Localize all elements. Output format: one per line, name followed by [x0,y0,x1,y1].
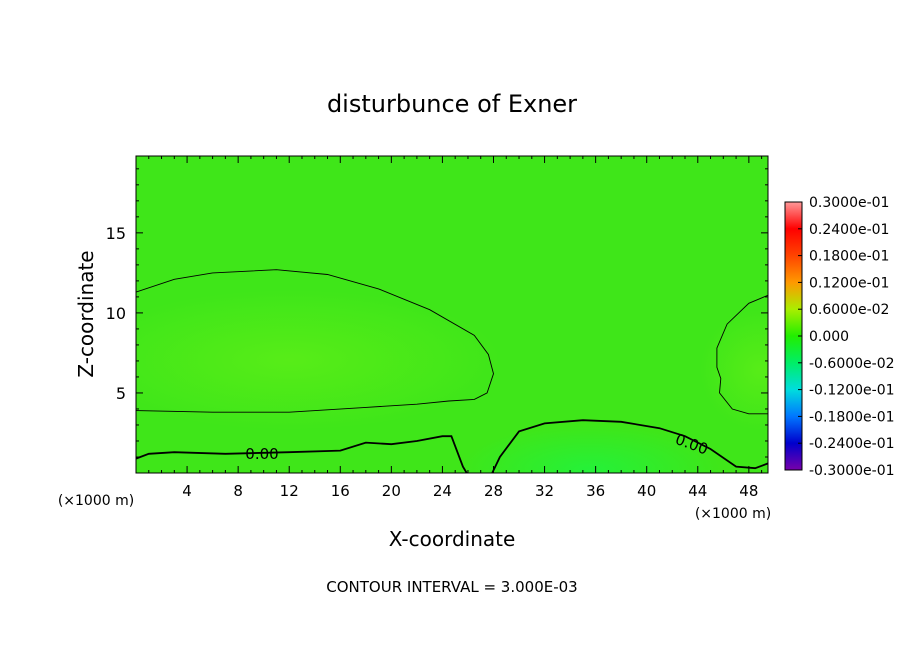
zero-contour-upper-left [136,269,494,413]
field-lobe-bottom [460,425,720,473]
zero-contour-right [716,294,768,415]
plot-frame [135,155,769,474]
colorbar-label: -0.2400e-01 [809,436,895,452]
colorbar-label: 0.6000e-02 [809,302,889,318]
contour-label-left: 0.00 [245,445,278,463]
x-tick-label: 36 [586,482,605,500]
chart-title: disturbunce of Exner [327,90,577,118]
colorbar-label: 0.1800e-01 [809,249,889,265]
x-tick-label: 16 [331,482,350,500]
zero-contour-bottom-middle [491,419,768,473]
y-axis-label: Z-coordinate [74,250,98,377]
x-tick-label: 32 [535,482,554,500]
contour-group [136,269,768,473]
x-tick-label: 8 [233,482,243,500]
colorbar-label: -0.1200e-01 [809,383,895,399]
colorbar-label: -0.3000e-01 [809,463,895,479]
x-unit-left: (×1000 m) [58,493,134,509]
x-tick-label: 44 [688,482,707,500]
colorbar-gradient [785,202,802,470]
contour-interval-note: CONTOUR INTERVAL = 3.000E-03 [326,578,577,596]
colorbar-label: -0.6000e-02 [809,356,895,372]
field-lobe-right [700,310,768,430]
x-unit-right: (×1000 m) [695,506,771,522]
y-tick-label: 15 [106,224,126,243]
x-tick-label: 48 [739,482,758,500]
y-tick-label: 10 [106,304,126,323]
colorbar-label: 0.3000e-01 [809,195,889,211]
x-tick-label: 12 [280,482,299,500]
x-tick-label: 24 [433,482,452,500]
x-tick-label: 28 [484,482,503,500]
colorbar-label: 0.2400e-01 [809,222,889,238]
x-tick-label: 4 [182,482,192,500]
colorbar: 0.3000e-01 0.2400e-01 0.1800e-01 0.1200e-01… [784,195,895,479]
x-tick-label: 40 [637,482,656,500]
x-tick-label: 20 [382,482,401,500]
zero-contour-bottom-left [136,435,468,473]
y-tick-label: 5 [116,384,126,403]
x-axis-label: X-coordinate [389,527,516,551]
colorbar-label: 0.1200e-01 [809,275,889,291]
field-lobe-left [136,290,500,430]
colorbar-label: -0.1800e-01 [809,409,895,425]
colorbar-label: 0.000 [809,329,849,345]
